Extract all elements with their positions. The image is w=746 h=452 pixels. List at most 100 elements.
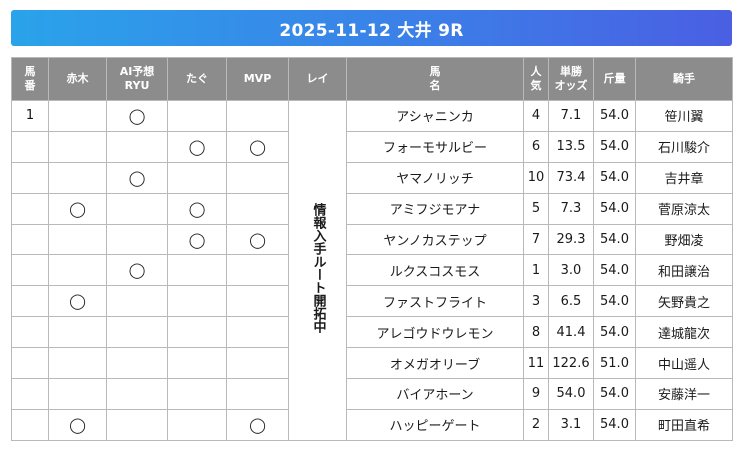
odds: 3.0 [548,254,594,287]
horse-name: ヤマノリッチ [346,161,524,194]
pick-tagu [167,378,227,410]
popularity: 1 [523,254,549,287]
pick-mvp [226,378,289,410]
post-number: 7 [11,285,49,318]
odds: 13.5 [548,130,594,163]
pick-akagi [48,347,107,380]
horse-name: ルクスコスモス [346,254,524,287]
table-row: 8 アレゴウドウレモン 8 41.4 54.0 達城龍次 [11,316,733,349]
weight: 54.0 [593,408,636,441]
pick-ai [106,408,168,441]
pick-mvp [226,285,289,318]
pick-tagu [167,285,227,318]
horse-name: アシャニンカ [346,100,524,132]
weight: 54.0 [593,130,636,163]
weight: 54.0 [593,378,636,410]
table-row: 11 ◯ ◯ ハッピーゲート 2 3.1 54.0 町田直希 [11,408,733,441]
post-number: 10 [11,378,49,410]
jockey-name: 町田直希 [635,408,733,441]
pick-akagi [48,161,107,194]
pick-ai [106,378,168,410]
jockey-name: 安藤洋一 [635,378,733,410]
pick-mvp: ◯ [226,223,289,256]
header-ai-ryu: AI予想 RYU [106,57,168,101]
header-tagu: たぐ [167,57,227,101]
pick-mark: ◯ [69,199,86,218]
header-horse: 馬名 [346,57,524,101]
pick-ai [106,316,168,349]
horse-name: フォーモサルビー [346,130,524,163]
popularity: 10 [523,161,549,194]
popularity: 6 [523,130,549,163]
popularity: 7 [523,223,549,256]
horse-name: ハッピーゲート [346,408,524,441]
horse-name: ヤンノカステップ [346,223,524,256]
table-row: 10 バイアホーン 9 54.0 54.0 安藤洋一 [11,378,733,410]
post-number: 3 [11,161,49,194]
weight: 54.0 [593,100,636,132]
table-header-row: 馬番 赤木 AI予想 RYU たぐ MVP レイ 馬名 人気 単勝 オッズ 斤量 騎… [11,57,733,101]
post-number: 11 [11,408,49,441]
pick-akagi: ◯ [48,285,107,318]
pick-tagu [167,347,227,380]
jockey-name: 矢野貴之 [635,285,733,318]
odds: 7.1 [548,100,594,132]
jockey-name: 笹川翼 [635,100,733,132]
odds: 7.3 [548,192,594,225]
pick-akagi [48,223,107,256]
popularity: 4 [523,100,549,132]
header-rei: レイ [288,57,347,101]
table-row: 9 オメガオリーブ 11 122.6 51.0 中山遥人 [11,347,733,380]
post-number: 5 [11,223,49,256]
header-odds: 単勝 オッズ [548,57,594,101]
odds: 73.4 [548,161,594,194]
pick-tagu [167,254,227,287]
weight: 54.0 [593,285,636,318]
pick-mark: ◯ [69,292,86,311]
odds: 29.3 [548,223,594,256]
pick-mark: ◯ [128,106,146,125]
pick-mark: ◯ [188,199,206,218]
pick-mvp [226,347,289,380]
pick-mark: ◯ [69,415,86,434]
post-number: 4 [11,192,49,225]
pick-ai: ◯ [106,254,168,287]
odds: 54.0 [548,378,594,410]
pick-tagu [167,408,227,441]
table-row: 5 ◯ ◯ ヤンノカステップ 7 29.3 54.0 野畑凌 [11,223,733,256]
post-number: 8 [11,316,49,349]
pick-mark: ◯ [249,415,266,434]
pick-mvp [226,161,289,194]
jockey-name: 野畑凌 [635,223,733,256]
pick-ai [106,223,168,256]
horse-name: アミフジモアナ [346,192,524,225]
header-popularity: 人気 [523,57,549,101]
pick-mark: ◯ [249,230,266,249]
pick-mvp: ◯ [226,408,289,441]
odds: 6.5 [548,285,594,318]
header-jockey: 騎手 [635,57,733,101]
pick-mark: ◯ [188,230,206,249]
weight: 51.0 [593,347,636,380]
popularity: 8 [523,316,549,349]
pick-mvp: ◯ [226,130,289,163]
horse-name: バイアホーン [346,378,524,410]
table-row: 3 ◯ ヤマノリッチ 10 73.4 54.0 吉井章 [11,161,733,194]
popularity: 11 [523,347,549,380]
weight: 54.0 [593,254,636,287]
pick-akagi [48,378,107,410]
pick-ai [106,130,168,163]
weight: 54.0 [593,161,636,194]
header-post: 馬番 [11,57,49,101]
horse-name: オメガオリーブ [346,347,524,380]
pick-akagi: ◯ [48,408,107,441]
pick-mark: ◯ [128,261,146,280]
pick-mvp [226,254,289,287]
pick-mark: ◯ [249,137,266,156]
pick-akagi: ◯ [48,192,107,225]
rei-note: 情報入手ルート開拓中 [310,203,326,334]
header-mvp: MVP [226,57,289,101]
pick-akagi [48,100,107,132]
pick-ai [106,347,168,380]
pick-akagi [48,316,107,349]
